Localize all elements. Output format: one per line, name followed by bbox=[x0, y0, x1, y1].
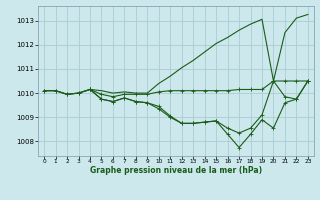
X-axis label: Graphe pression niveau de la mer (hPa): Graphe pression niveau de la mer (hPa) bbox=[90, 166, 262, 175]
